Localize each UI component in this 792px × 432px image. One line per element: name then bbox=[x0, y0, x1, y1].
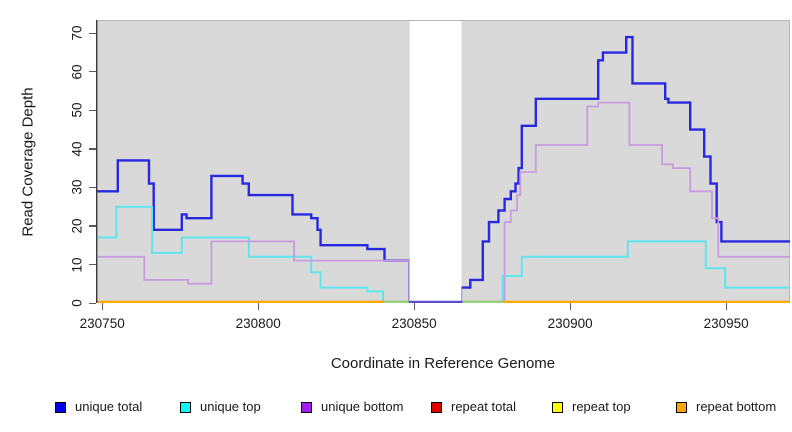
legend-swatch-repeat-top bbox=[552, 401, 563, 413]
y-axis-title: Read Coverage Depth bbox=[19, 87, 37, 237]
y-tick-label: 0 bbox=[69, 299, 85, 307]
x-tick-mark bbox=[413, 303, 415, 310]
legend-label: unique bottom bbox=[321, 399, 404, 414]
y-tick-label: 60 bbox=[69, 64, 85, 80]
y-tick-label: 10 bbox=[69, 256, 85, 273]
x-tick-label: 230800 bbox=[235, 316, 281, 331]
y-tick-label: 20 bbox=[69, 218, 85, 234]
legend-item-repeat-bottom: repeat bottom bbox=[676, 399, 776, 415]
legend-label: unique top bbox=[200, 399, 261, 414]
gap-band bbox=[409, 21, 462, 303]
legend-swatch-unique-top bbox=[180, 401, 191, 413]
legend-item-repeat-total: repeat total bbox=[431, 399, 516, 415]
x-tick-mark bbox=[569, 303, 571, 310]
legend-item-unique-bottom: unique bottom bbox=[301, 399, 403, 415]
legend-swatch-repeat-total bbox=[431, 401, 442, 413]
legend-label: repeat total bbox=[451, 399, 517, 414]
x-tick-label: 230950 bbox=[703, 316, 749, 331]
legend-label: unique total bbox=[75, 399, 143, 414]
y-tick-mark bbox=[89, 32, 96, 34]
x-tick-mark bbox=[257, 303, 259, 310]
plot-area bbox=[96, 20, 790, 303]
y-tick-mark bbox=[89, 186, 96, 189]
legend-label: repeat bottom bbox=[696, 399, 777, 414]
x-tick-label: 230850 bbox=[391, 316, 437, 331]
x-tick-mark bbox=[101, 303, 103, 310]
legend-label: repeat top bbox=[572, 399, 631, 414]
y-tick-label: 30 bbox=[69, 179, 85, 195]
legend-item-unique-total: unique total bbox=[55, 399, 142, 415]
legend-item-repeat-top: repeat top bbox=[552, 399, 631, 415]
y-tick-mark bbox=[89, 109, 96, 111]
chart-legend: unique total unique top unique bottom repea… bbox=[0, 399, 792, 419]
y-tick-mark bbox=[89, 148, 96, 150]
x-tick-label: 230750 bbox=[79, 316, 125, 331]
legend-swatch-repeat-bottom bbox=[676, 401, 687, 413]
x-tick-mark bbox=[725, 303, 727, 310]
y-tick-mark bbox=[89, 71, 96, 73]
series-line-unique-total bbox=[96, 35, 790, 303]
legend-swatch-unique-bottom bbox=[301, 401, 312, 413]
x-tick-label: 230900 bbox=[547, 316, 593, 331]
x-axis-title: Coordinate in Reference Genome bbox=[330, 355, 556, 372]
y-tick-mark bbox=[89, 264, 96, 266]
y-tick-mark bbox=[89, 302, 96, 304]
y-tick-label: 40 bbox=[69, 141, 85, 157]
legend-swatch-unique-total bbox=[55, 401, 66, 413]
series-line-unique-top bbox=[96, 205, 790, 303]
series-line-unique-bottom bbox=[96, 101, 790, 303]
legend-item-unique-top: unique top bbox=[180, 399, 261, 415]
y-tick-label: 50 bbox=[69, 102, 85, 118]
y-tick-mark bbox=[89, 225, 96, 227]
y-tick-label: 70 bbox=[69, 25, 85, 41]
